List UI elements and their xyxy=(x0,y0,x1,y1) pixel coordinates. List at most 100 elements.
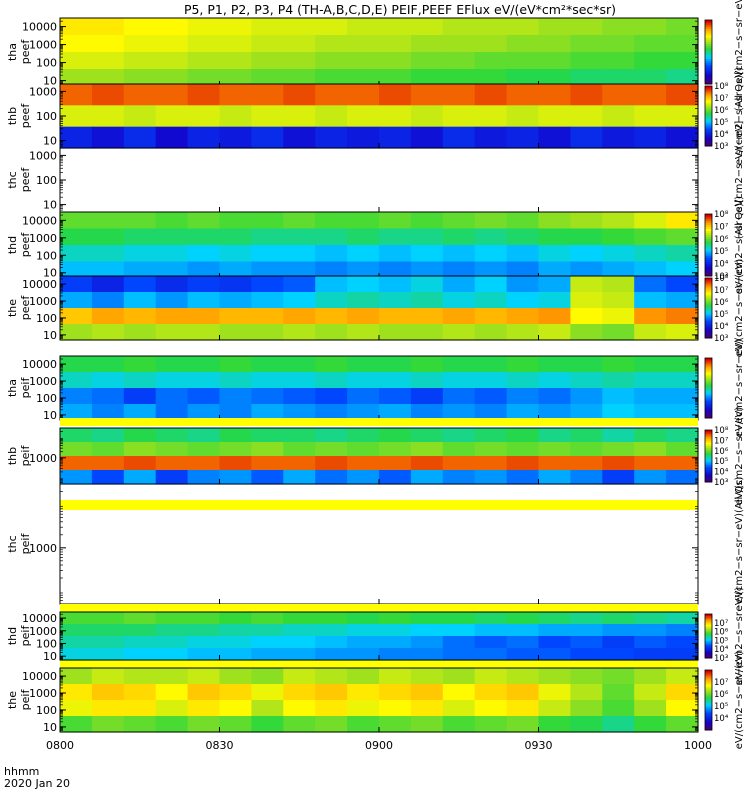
spectrogram-cell xyxy=(123,245,157,263)
spectrogram-cell xyxy=(283,35,316,53)
spectrogram-cell xyxy=(347,105,380,128)
spectrogram-cell xyxy=(474,470,508,485)
spectrogram-cell xyxy=(570,52,603,70)
spectrogram-cell xyxy=(60,212,93,230)
spectrogram-cell xyxy=(474,428,508,443)
spectrogram-cell xyxy=(155,388,189,405)
colorbar-segment xyxy=(705,106,712,109)
spectrogram-cell xyxy=(442,612,476,625)
colorbar-segment xyxy=(705,704,712,707)
spectrogram-cell xyxy=(219,648,252,661)
spectrogram-cell xyxy=(506,261,540,279)
spectrogram-cell xyxy=(379,456,412,471)
spectrogram-cell xyxy=(474,456,508,471)
panel-ylabel-probe: tha xyxy=(6,379,19,397)
spectrogram-cell xyxy=(666,684,699,701)
colorbar-segment xyxy=(705,88,712,91)
colorbar-segment xyxy=(705,402,712,405)
spectrogram-cell xyxy=(602,324,635,341)
colorbar-frame xyxy=(704,669,713,731)
colorbar-segment xyxy=(705,224,712,227)
colorbar-segment xyxy=(705,627,712,630)
colorbar-tick-label: 10³ xyxy=(714,142,728,152)
spectrogram-cell xyxy=(347,18,380,36)
colorbar-segment xyxy=(705,37,712,40)
spectrogram-cell xyxy=(570,126,603,149)
spectrogram-cell xyxy=(155,648,189,661)
colorbar-label: eV/(cm2−s−sr−eV) xyxy=(734,259,745,358)
spectrogram-cell xyxy=(634,245,667,263)
spectrogram-cell xyxy=(91,261,125,279)
spectrogram-cell xyxy=(634,648,667,661)
spectrogram-cell xyxy=(602,245,635,263)
spectrogram-cell xyxy=(91,404,125,421)
colorbar-segment xyxy=(705,134,712,137)
spectrogram-cell xyxy=(60,636,93,649)
spectrogram-cell xyxy=(666,372,699,389)
spectrogram-cell xyxy=(91,372,125,389)
colorbar-segment xyxy=(705,284,712,287)
colorbar-segment xyxy=(705,380,712,383)
spectrogram-cell xyxy=(187,324,221,341)
colorbar-segment xyxy=(705,118,712,121)
colorbar-segment xyxy=(705,336,712,339)
spectrogram-cell xyxy=(283,126,316,149)
spectrogram-cell xyxy=(251,684,284,701)
spectrogram-cell xyxy=(315,388,348,405)
colorbar-segment xyxy=(705,288,712,291)
colorbar-segment xyxy=(705,34,712,38)
spectrogram-cell xyxy=(155,324,189,341)
spectrogram-cell xyxy=(347,456,380,471)
panel-ylabel-product: peif xyxy=(19,689,32,711)
spectrogram-cell xyxy=(123,35,157,53)
spectrogram-cell xyxy=(155,292,189,309)
colorbar-segment xyxy=(705,112,712,115)
spectrogram-cell xyxy=(602,228,635,246)
fill-band xyxy=(60,418,698,426)
spectrogram-cell xyxy=(155,636,189,649)
spectrogram-cell xyxy=(251,308,284,325)
colorbar-segment xyxy=(705,66,712,70)
spectrogram-cell xyxy=(283,684,316,701)
colorbar-segment xyxy=(705,54,712,57)
y-tick-label: 100 xyxy=(36,249,57,262)
spectrogram-cell xyxy=(283,228,316,246)
colorbar-segment xyxy=(705,454,712,457)
spectrogram-cell xyxy=(315,442,348,457)
spectrogram-cell xyxy=(506,324,540,341)
y-tick-label: 1000 xyxy=(29,687,57,700)
spectrogram-cell xyxy=(602,308,635,325)
spectrogram-cell xyxy=(666,35,699,53)
spectrogram-cell xyxy=(379,636,412,649)
spectrogram-cell xyxy=(379,105,412,128)
colorbar-segment xyxy=(705,376,712,379)
spectrogram-cell xyxy=(219,684,252,701)
colorbar-segment xyxy=(705,688,712,691)
spectrogram-cell xyxy=(410,668,444,685)
spectrogram-cell xyxy=(634,684,667,701)
colorbar-segment xyxy=(705,366,712,369)
colorbar-label: eV/(cm2−s−sr−eV) xyxy=(734,196,745,295)
spectrogram-cell xyxy=(155,624,189,637)
spectrogram-cell xyxy=(283,324,316,341)
colorbar-segment xyxy=(705,672,712,675)
y-tick-label: 100 xyxy=(36,174,57,187)
spectrogram-cell xyxy=(155,261,189,279)
spectrogram-cell xyxy=(283,261,316,279)
colorbar-tick-label: 10⁶ xyxy=(714,298,729,308)
spectrogram-cell xyxy=(123,404,157,421)
spectrogram-cell xyxy=(347,324,380,341)
colorbar-segment xyxy=(705,649,712,652)
spectrogram-cell xyxy=(91,69,125,87)
spectrogram-cell xyxy=(315,292,348,309)
spectrogram-cell xyxy=(251,84,284,106)
panel-ylabel-probe: thc xyxy=(6,171,19,188)
spectrogram-cell xyxy=(634,324,667,341)
panel-ylabel-probe: thb xyxy=(6,107,19,125)
spectrogram-cell xyxy=(506,276,540,293)
colorbar-segment xyxy=(705,334,712,337)
spectrogram-cell xyxy=(506,612,540,625)
spectrogram-cell xyxy=(123,228,157,246)
